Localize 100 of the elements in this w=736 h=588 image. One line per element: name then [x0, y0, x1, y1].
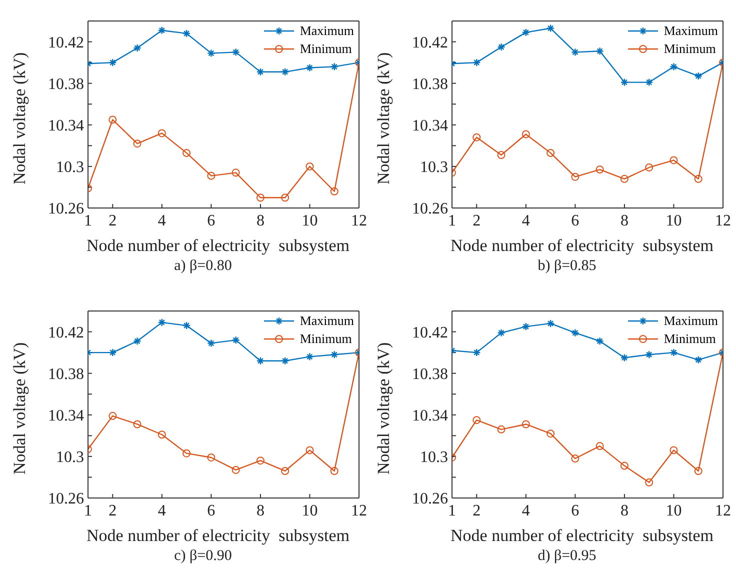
- point: [596, 442, 604, 450]
- y-axis-title: Nodal voltage (kV): [10, 342, 30, 474]
- y-tick-label: 10.38: [412, 76, 448, 94]
- point: [256, 456, 264, 465]
- x-tick-label: 10: [666, 502, 682, 520]
- point: [108, 412, 117, 420]
- legend-label: Minimum: [300, 330, 352, 348]
- point: [645, 163, 654, 172]
- point: [281, 194, 290, 202]
- x-tick-label: 2: [108, 502, 117, 520]
- point: [694, 174, 702, 183]
- x-tick-label: 1: [84, 502, 92, 520]
- y-tick-label: 10.3: [420, 449, 448, 466]
- y-tick-label: 10.34: [48, 118, 84, 135]
- point: [571, 454, 580, 463]
- y-tick-label: 10.42: [412, 324, 448, 342]
- x-tick-label: 1: [448, 212, 456, 230]
- point: [207, 172, 216, 180]
- point: [645, 478, 654, 486]
- point: [281, 466, 290, 475]
- point: [158, 129, 166, 138]
- x-tick-label: 1: [84, 212, 92, 230]
- x-tick-label: 1: [448, 502, 456, 520]
- text: a) β=0.80: [174, 258, 232, 275]
- point: [207, 453, 216, 462]
- y-tick-label: 10.26: [48, 490, 84, 508]
- point: [620, 462, 628, 470]
- y-tick-label: 10.26: [48, 200, 84, 218]
- x-tick-label: 6: [207, 502, 216, 520]
- y-axis-title: Nodal voltage (kV): [374, 342, 394, 474]
- point: [497, 425, 506, 434]
- legend-label: Maximum: [664, 312, 718, 330]
- text: d) β=0.95: [538, 548, 596, 565]
- x-tick-label: 8: [256, 502, 264, 520]
- point: [232, 168, 240, 177]
- point: [256, 194, 264, 202]
- point: [472, 133, 481, 142]
- x-tick-label: 12: [351, 502, 367, 520]
- point: [571, 172, 580, 181]
- legend-label: Minimum: [300, 40, 352, 58]
- point: [158, 430, 166, 439]
- x-tick-label: 6: [571, 212, 580, 230]
- x-tick-label: 2: [472, 212, 481, 230]
- y-axis-title: Nodal voltage (kV): [374, 52, 394, 184]
- y-tick-label: 10.26: [412, 490, 448, 508]
- x-tick-label: 4: [158, 212, 166, 230]
- point: [670, 156, 678, 164]
- y-tick-label: 10.34: [412, 118, 448, 135]
- y-tick-label: 10.34: [412, 408, 448, 425]
- point: [670, 446, 678, 454]
- point: [182, 148, 191, 157]
- text: b) β=0.85: [538, 258, 596, 275]
- x-tick-label: 12: [715, 502, 731, 520]
- legend-label: Maximum: [300, 22, 354, 40]
- point: [133, 140, 142, 148]
- point: [133, 420, 142, 428]
- y-tick-label: 10.34: [48, 408, 84, 425]
- point: [497, 151, 506, 160]
- y-tick-label: 10.3: [56, 159, 84, 176]
- y-tick-label: 10.3: [420, 159, 448, 176]
- point: [306, 446, 314, 454]
- y-tick-label: 10.26: [412, 200, 448, 218]
- x-tick-label: 12: [351, 212, 367, 230]
- point: [472, 416, 481, 424]
- point: [522, 130, 530, 138]
- point: [182, 449, 191, 458]
- point: [546, 430, 555, 438]
- y-tick-label: 10.38: [48, 366, 84, 384]
- legend-label: Minimum: [664, 330, 716, 348]
- point: [330, 466, 338, 475]
- x-axis-title: Node number of electricity subsystem: [86, 236, 350, 256]
- legend-label: Minimum: [664, 40, 716, 58]
- x-tick-label: 8: [256, 212, 264, 230]
- x-axis-title: Node number of electricity subsystem: [450, 236, 714, 256]
- x-tick-label: 4: [522, 212, 530, 230]
- x-tick-label: 6: [571, 502, 580, 520]
- point: [596, 166, 604, 174]
- y-tick-label: 10.42: [48, 324, 84, 342]
- x-axis-title: Node number of electricity subsystem: [86, 526, 350, 546]
- x-tick-label: 12: [715, 212, 731, 230]
- point: [108, 116, 117, 124]
- y-tick-label: 10.38: [412, 366, 448, 384]
- y-axis-title: Nodal voltage (kV): [10, 52, 30, 184]
- x-tick-label: 4: [522, 502, 530, 520]
- x-tick-label: 2: [472, 502, 481, 520]
- x-tick-label: 10: [302, 212, 318, 230]
- point: [522, 420, 530, 428]
- y-tick-label: 10.42: [412, 34, 448, 52]
- x-tick-label: 2: [108, 212, 117, 230]
- x-tick-label: 8: [620, 212, 628, 230]
- x-tick-label: 10: [302, 502, 318, 520]
- point: [694, 466, 702, 475]
- x-tick-label: 4: [158, 502, 166, 520]
- x-tick-label: 8: [620, 502, 628, 520]
- legend-label: Maximum: [300, 312, 354, 330]
- point: [232, 466, 240, 474]
- y-tick-label: 10.38: [48, 76, 84, 94]
- x-axis-title: Node number of electricity subsystem: [450, 526, 714, 546]
- x-tick-label: 10: [666, 212, 682, 230]
- point: [620, 174, 628, 183]
